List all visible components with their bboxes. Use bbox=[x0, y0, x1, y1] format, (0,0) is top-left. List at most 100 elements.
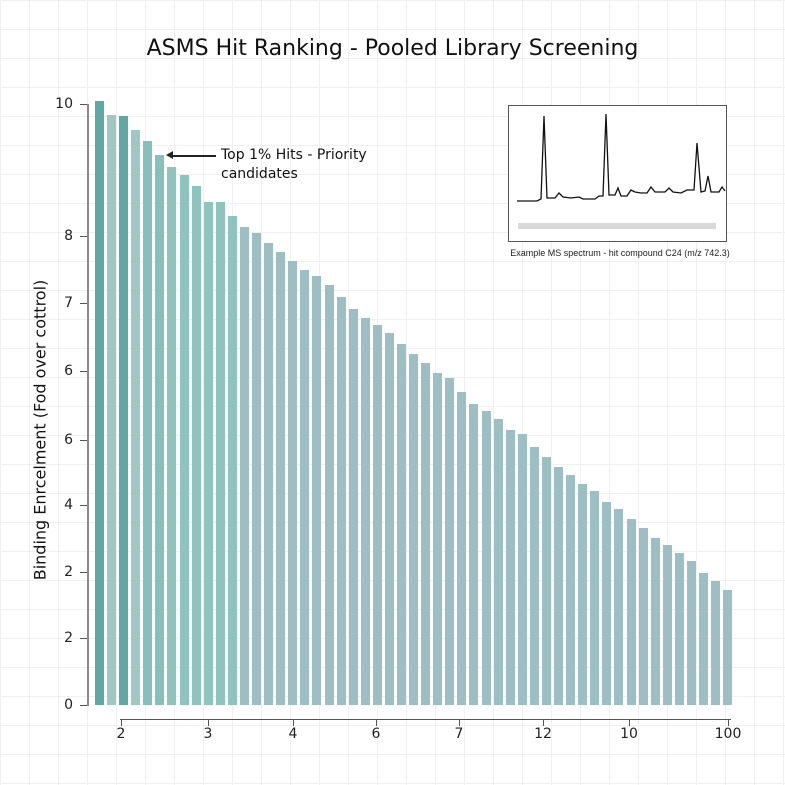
bar bbox=[674, 553, 684, 705]
annotation-text: Top 1% Hits - Priority candidates bbox=[221, 146, 367, 184]
x-tick-mark bbox=[293, 719, 294, 726]
x-tick-mark bbox=[543, 719, 544, 726]
x-tick-mark bbox=[629, 719, 630, 726]
x-tick-mark bbox=[728, 719, 729, 726]
chart-title: ASMS Hit Ranking - Pooled Library Screen… bbox=[146, 36, 639, 61]
y-tick-label: 7 bbox=[64, 295, 73, 311]
y-tick-mark bbox=[80, 572, 87, 573]
bar bbox=[95, 101, 104, 705]
bar bbox=[590, 491, 600, 705]
bar bbox=[276, 252, 286, 705]
bar bbox=[469, 403, 479, 705]
bar bbox=[119, 116, 129, 705]
bar bbox=[723, 589, 733, 705]
y-tick-label: 10 bbox=[55, 96, 73, 112]
bar bbox=[445, 378, 455, 705]
x-tick-label: 10 bbox=[620, 726, 638, 742]
y-axis-line bbox=[87, 104, 89, 706]
bar bbox=[107, 114, 117, 705]
y-tick-label: 4 bbox=[64, 497, 73, 513]
bar bbox=[239, 226, 249, 705]
bar bbox=[614, 509, 624, 705]
y-tick-label: 2 bbox=[64, 564, 73, 580]
y-tick-mark bbox=[80, 303, 87, 304]
bar bbox=[699, 573, 708, 705]
y-tick-mark bbox=[80, 440, 87, 441]
bar bbox=[433, 373, 443, 705]
y-tick-mark bbox=[80, 104, 87, 105]
annotation-line-2: candidates bbox=[221, 166, 298, 182]
y-tick-label: 8 bbox=[64, 228, 73, 244]
annotation-arrow-icon bbox=[166, 151, 173, 159]
y-tick-label: 0 bbox=[64, 697, 73, 713]
bar bbox=[167, 167, 177, 705]
inset-scale-bar bbox=[518, 223, 716, 229]
bar bbox=[505, 429, 515, 705]
annotation-arrow-line bbox=[172, 155, 216, 157]
x-tick-label: 4 bbox=[288, 726, 298, 742]
bar bbox=[481, 411, 491, 705]
bar bbox=[360, 318, 370, 705]
y-tick-mark bbox=[80, 371, 87, 372]
bar bbox=[638, 528, 648, 705]
bar bbox=[409, 354, 419, 705]
bar bbox=[421, 363, 431, 705]
bar bbox=[662, 544, 672, 705]
y-tick-label: 6 bbox=[64, 432, 73, 448]
x-tick-label: 6 bbox=[371, 726, 381, 742]
bar bbox=[155, 155, 165, 705]
inset-spectrum bbox=[508, 105, 727, 242]
x-tick-mark bbox=[121, 719, 122, 726]
x-tick-mark bbox=[208, 719, 209, 726]
bar bbox=[131, 130, 141, 705]
bar bbox=[336, 297, 346, 705]
bar bbox=[529, 446, 539, 705]
bar bbox=[566, 474, 576, 705]
inset-caption: Example MS spectrum - hit compound C24 (… bbox=[510, 248, 730, 258]
x-tick-mark bbox=[459, 719, 460, 726]
bar bbox=[493, 418, 503, 705]
bar bbox=[711, 581, 721, 705]
bar bbox=[215, 202, 225, 705]
bar bbox=[264, 242, 274, 705]
bar bbox=[397, 344, 406, 705]
x-tick-label: 12 bbox=[534, 726, 552, 742]
y-tick-label: 6 bbox=[64, 363, 73, 379]
y-tick-mark bbox=[80, 236, 87, 237]
bar bbox=[686, 561, 696, 705]
bar bbox=[348, 309, 358, 705]
bar bbox=[650, 538, 660, 705]
bar bbox=[578, 483, 588, 705]
bar bbox=[517, 434, 527, 705]
bar bbox=[252, 232, 262, 705]
bar bbox=[324, 285, 334, 705]
y-tick-mark bbox=[80, 505, 87, 506]
bar bbox=[626, 518, 636, 705]
x-tick-label: 3 bbox=[203, 726, 213, 742]
bar bbox=[457, 391, 467, 705]
y-axis-title: Binding Enrcelment (Fod over cottrol) bbox=[30, 279, 50, 581]
x-axis-line bbox=[120, 719, 731, 720]
bar bbox=[312, 276, 322, 705]
bar bbox=[541, 456, 551, 705]
bar bbox=[203, 202, 213, 705]
bar bbox=[227, 215, 237, 705]
bar bbox=[372, 325, 382, 705]
y-tick-mark bbox=[80, 638, 87, 639]
x-tick-label: 7 bbox=[454, 726, 464, 742]
bar bbox=[191, 186, 201, 705]
y-tick-mark bbox=[80, 705, 87, 706]
bar bbox=[179, 175, 189, 705]
bar bbox=[300, 270, 310, 705]
bar bbox=[288, 261, 298, 705]
bar bbox=[384, 332, 394, 705]
x-tick-label: 100 bbox=[714, 726, 742, 742]
ms-spectrum-trace bbox=[517, 113, 726, 202]
x-tick-label: 2 bbox=[116, 726, 126, 742]
bar bbox=[554, 467, 564, 705]
x-tick-mark bbox=[376, 719, 377, 726]
bar bbox=[143, 141, 153, 705]
bar bbox=[602, 502, 612, 705]
annotation-line-1: Top 1% Hits - Priority bbox=[221, 147, 367, 163]
y-tick-label: 2 bbox=[64, 630, 73, 646]
